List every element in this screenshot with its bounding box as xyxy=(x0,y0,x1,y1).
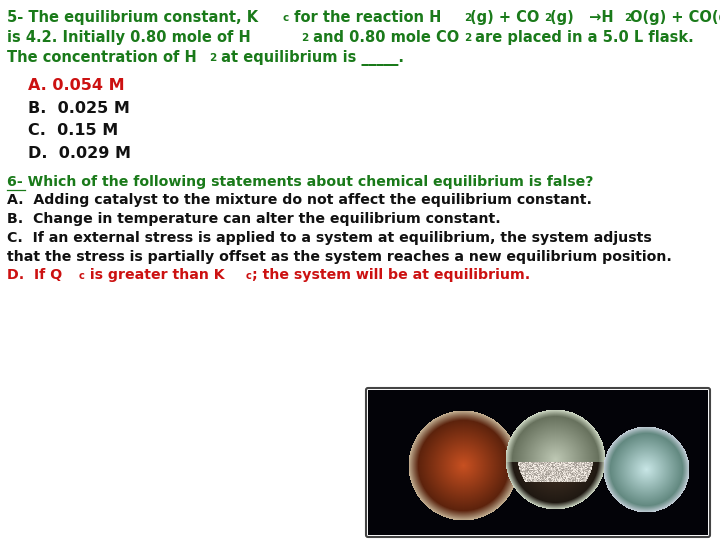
Text: 6- Which of the following statements about chemical equilibrium is false?: 6- Which of the following statements abo… xyxy=(7,175,593,189)
Text: 5- The equilibrium constant, K: 5- The equilibrium constant, K xyxy=(7,10,258,25)
Text: O(g) + CO(g): O(g) + CO(g) xyxy=(631,10,720,25)
Text: D.  If Q: D. If Q xyxy=(7,268,62,282)
Text: 2: 2 xyxy=(624,13,631,23)
Text: that the stress is partially offset as the system reaches a new equilibrium posi: that the stress is partially offset as t… xyxy=(7,249,672,264)
Text: 2: 2 xyxy=(464,13,471,23)
Text: (g) + CO: (g) + CO xyxy=(470,10,540,25)
Text: ; the system will be at equilibrium.: ; the system will be at equilibrium. xyxy=(252,268,530,282)
Text: 2: 2 xyxy=(209,53,217,63)
Text: 2: 2 xyxy=(301,33,308,43)
Text: D.  0.029 M: D. 0.029 M xyxy=(28,146,131,161)
Text: B.  Change in temperature can alter the equilibrium constant.: B. Change in temperature can alter the e… xyxy=(7,212,500,226)
Text: C.  0.15 M: C. 0.15 M xyxy=(28,123,118,138)
Text: at equilibrium is _____.: at equilibrium is _____. xyxy=(216,50,404,66)
Text: for the reaction H: for the reaction H xyxy=(289,10,441,25)
Text: 2: 2 xyxy=(544,13,551,23)
Text: (g)   →H: (g) →H xyxy=(550,10,614,25)
Text: c: c xyxy=(78,271,84,281)
Text: A.  Adding catalyst to the mixture do not affect the equilibrium constant.: A. Adding catalyst to the mixture do not… xyxy=(7,193,592,207)
Text: is greater than K: is greater than K xyxy=(85,268,225,282)
Text: is 4.2. Initially 0.80 mole of H: is 4.2. Initially 0.80 mole of H xyxy=(7,30,251,45)
Text: B.  0.025 M: B. 0.025 M xyxy=(28,100,130,116)
Text: c: c xyxy=(283,13,289,23)
Text: 2: 2 xyxy=(464,33,471,43)
Text: c: c xyxy=(246,271,251,281)
Text: C.  If an external stress is applied to a system at equilibrium, the system adju: C. If an external stress is applied to a… xyxy=(7,231,652,245)
Text: A. 0.054 M: A. 0.054 M xyxy=(28,78,125,93)
Text: The concentration of H: The concentration of H xyxy=(7,50,197,65)
Text: are placed in a 5.0 L flask.: are placed in a 5.0 L flask. xyxy=(470,30,694,45)
Text: and 0.80 mole CO: and 0.80 mole CO xyxy=(307,30,459,45)
